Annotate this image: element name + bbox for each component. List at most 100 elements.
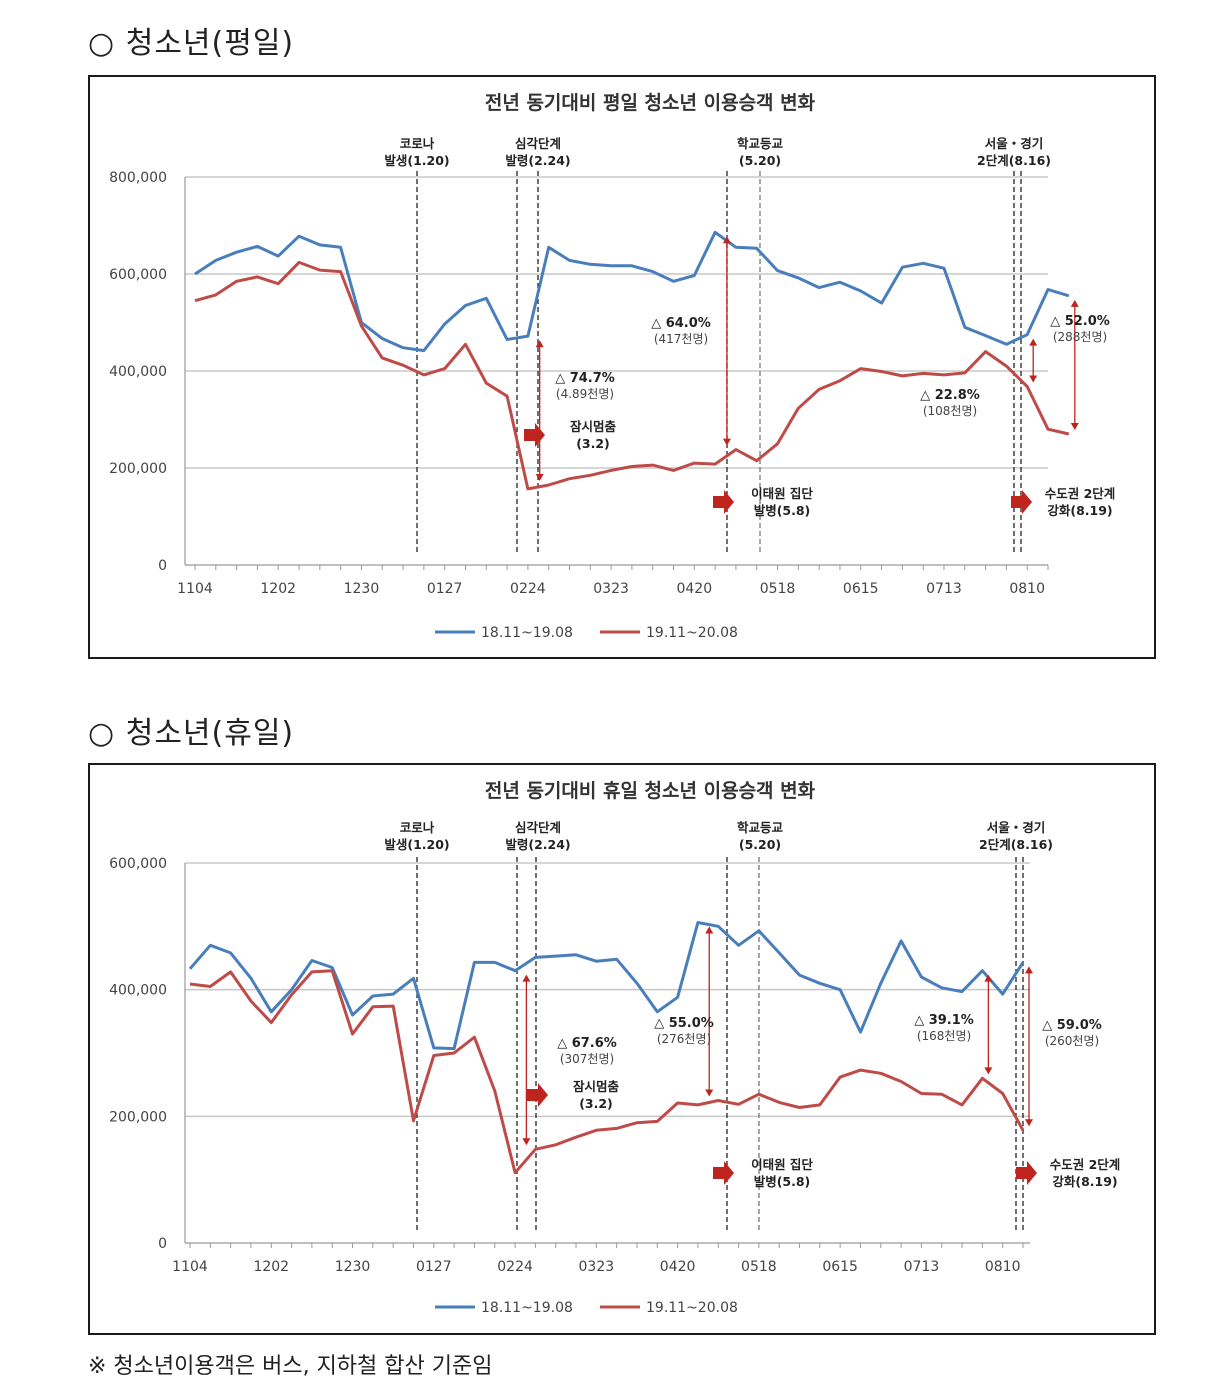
series-line-prev-year [188, 921, 1025, 1051]
arrow-head [984, 1067, 993, 1075]
event-bottom-label: 강화(8.19) [1047, 503, 1112, 518]
event-label: 학교등교 [737, 820, 784, 835]
red-block-arrow [713, 490, 734, 514]
x-tick-label: 0323 [593, 581, 629, 597]
event-bottom-label: 강화(8.19) [1052, 1174, 1117, 1189]
red-block-arrow [713, 1161, 734, 1185]
section-title-holiday: ○ 청소년(휴일) [88, 716, 295, 751]
event-label: (5.20) [739, 837, 781, 852]
event-label: 코로나 [400, 136, 435, 151]
change-percent: △ 22.8% [920, 388, 980, 403]
red-block-arrow [527, 1083, 548, 1107]
x-tick-label: 1104 [177, 581, 213, 597]
x-tick-label: 0518 [741, 1259, 777, 1275]
event-bottom-label: 잠시멈춤 [570, 419, 617, 434]
arrow-head [984, 974, 993, 982]
event-label: 코로나 [400, 820, 435, 835]
x-tick-label: 0420 [660, 1259, 696, 1275]
change-percent: △ 55.0% [654, 1016, 714, 1031]
x-tick-label: 0127 [416, 1259, 452, 1275]
x-tick-label: 0615 [822, 1259, 858, 1275]
event-bottom-label: 발병(5.8) [754, 1174, 811, 1189]
x-tick-label: 1202 [260, 581, 296, 597]
event-label: 2단계(8.16) [977, 153, 1051, 168]
arrow-head [705, 926, 714, 934]
change-percent: △ 64.0% [651, 316, 711, 331]
change-count: (168천명) [917, 1028, 971, 1043]
x-tick-label: 0810 [985, 1259, 1021, 1275]
arrow-head [522, 974, 531, 982]
arrow-head [535, 473, 544, 481]
event-bottom-label: 이태원 집단 [751, 486, 813, 501]
event-label: 2단계(8.16) [979, 837, 1053, 852]
event-label: 서울・경기 [987, 820, 1046, 835]
y-tick-label: 0 [158, 1236, 167, 1252]
x-tick-label: 1202 [253, 1259, 289, 1275]
arrow-head [722, 438, 731, 446]
change-percent: △ 59.0% [1042, 1018, 1102, 1033]
event-bottom-label: 수도권 2단계 [1050, 1157, 1121, 1172]
arrow-head [1025, 966, 1033, 974]
event-label: 심각단계 [515, 820, 561, 835]
arrow-head [1029, 375, 1038, 383]
arrow-head [705, 1089, 714, 1097]
x-tick-label: 1230 [344, 581, 380, 597]
series-line-this-year [189, 969, 1025, 1175]
event-label: 발령(2.24) [505, 153, 570, 168]
event-label: 발령(2.24) [505, 837, 570, 852]
y-tick-label: 200,000 [109, 1109, 167, 1125]
event-label: 발생(1.20) [384, 153, 449, 168]
x-tick-label: 0420 [676, 581, 712, 597]
x-tick-label: 0713 [904, 1259, 940, 1275]
chart-holiday: 전년 동기대비 휴일 청소년 이용승객 변화 0 200,000 400,000 600… [88, 763, 1156, 1335]
chart-holiday-svg: 전년 동기대비 휴일 청소년 이용승객 변화 0 200,000 400,000 600… [109, 780, 1121, 1316]
x-tick-label: 0127 [427, 581, 463, 597]
arrow-head [722, 236, 731, 244]
change-percent: △ 67.6% [557, 1036, 617, 1051]
footnote: ※ 청소년이용객은 버스, 지하철 합산 기준임 [88, 1354, 493, 1379]
y-tick-label: 0 [158, 558, 167, 574]
change-count: (260천명) [1045, 1033, 1099, 1048]
event-bottom-label: 이태원 집단 [751, 1157, 813, 1172]
x-tick-label: 1230 [335, 1259, 371, 1275]
y-tick-label: 600,000 [109, 267, 167, 283]
x-tick-label: 0810 [1009, 581, 1045, 597]
chart-weekday-svg: 전년 동기대비 평일 청소년 이용승객 변화 0 200,000 400,000 600… [109, 92, 1116, 641]
event-bottom-label: 수도권 2단계 [1045, 486, 1116, 501]
y-tick-label: 400,000 [109, 983, 167, 999]
arrow-head [535, 340, 544, 348]
red-block-arrow [524, 423, 545, 447]
x-tick-label: 0224 [510, 581, 546, 597]
y-tick-label: 400,000 [109, 364, 167, 380]
change-count: (276천명) [657, 1031, 711, 1046]
change-count: (307천명) [560, 1051, 614, 1066]
chart-title: 전년 동기대비 휴일 청소년 이용승객 변화 [485, 780, 816, 802]
arrow-head [1070, 299, 1079, 307]
legend-label: 19.11~20.08 [646, 625, 738, 641]
event-bottom-label: (3.2) [579, 1096, 613, 1111]
change-count: (417천명) [654, 331, 708, 346]
change-percent: △ 52.0% [1050, 314, 1110, 329]
event-label: 서울・경기 [985, 136, 1044, 151]
arrow-head [1025, 1119, 1033, 1127]
chart-title: 전년 동기대비 평일 청소년 이용승객 변화 [485, 92, 816, 114]
red-block-arrow [1016, 1161, 1037, 1185]
section-title-weekday: ○ 청소년(평일) [88, 26, 295, 61]
x-tick-label: 0224 [497, 1259, 533, 1275]
arrow-head [1029, 338, 1038, 346]
event-bottom-label: (3.2) [576, 436, 610, 451]
change-count: (4.89천명) [556, 386, 614, 401]
change-percent: △ 74.7% [555, 371, 615, 386]
event-bottom-label: 잠시멈춤 [573, 1079, 620, 1094]
x-tick-label: 0518 [760, 581, 796, 597]
legend-label: 19.11~20.08 [646, 1300, 738, 1316]
x-tick-label: 1104 [172, 1259, 208, 1275]
legend-label: 18.11~19.08 [481, 1300, 573, 1316]
change-count: (288천명) [1053, 329, 1107, 344]
x-tick-label: 0615 [843, 581, 879, 597]
series-line-prev-year [194, 230, 1070, 353]
series-line-this-year [194, 260, 1070, 491]
event-label: 발생(1.20) [384, 837, 449, 852]
x-tick-label: 0323 [579, 1259, 615, 1275]
arrow-head [522, 1138, 531, 1146]
